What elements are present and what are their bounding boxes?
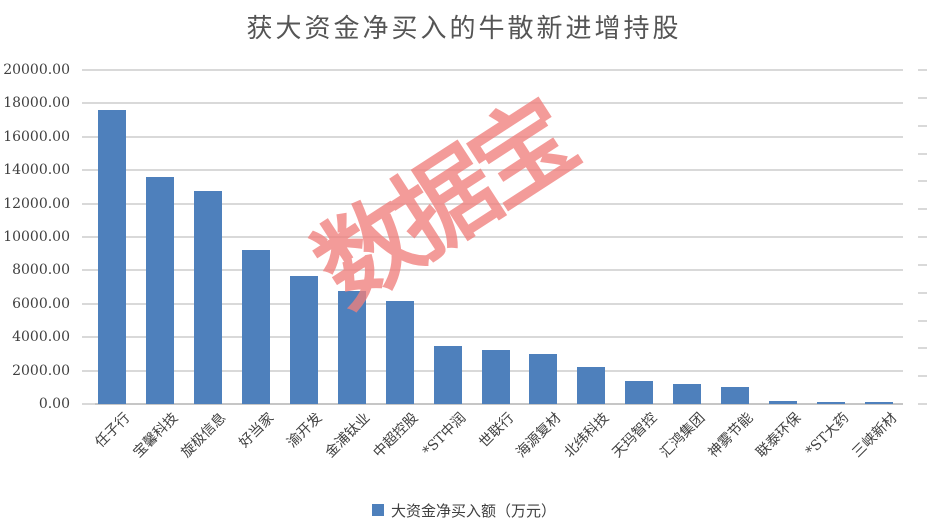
y-axis-tick-mark xyxy=(82,269,95,271)
y-axis-tick-mark xyxy=(82,403,95,405)
x-tick-label: 天玛智控 xyxy=(609,410,661,461)
x-tick-label: 任子行 xyxy=(92,410,134,452)
bar xyxy=(290,276,318,404)
x-tick-label: *ST大药 xyxy=(802,410,853,460)
bar xyxy=(625,381,653,404)
legend: 大资金净买入额（万元） xyxy=(0,500,928,520)
x-tick-label: *ST中润 xyxy=(419,410,469,460)
x-axis-line xyxy=(88,403,903,405)
y-tick-label: 6000.00 xyxy=(12,296,70,312)
y-tick-label: 8000.00 xyxy=(12,262,70,278)
y-tick-label: 14000.00 xyxy=(3,162,70,178)
gridline xyxy=(88,136,903,138)
bar xyxy=(721,387,749,404)
right-axis-tick-mark xyxy=(918,152,927,155)
right-axis-tick-mark xyxy=(918,263,927,266)
right-axis-tick-mark xyxy=(918,347,927,350)
x-tick-label: 渝开发 xyxy=(284,410,326,452)
right-axis-tick-mark xyxy=(918,69,927,71)
gridline xyxy=(88,269,903,271)
gridline xyxy=(88,303,903,305)
x-tick-label: 神雾节能 xyxy=(705,410,757,461)
y-axis-tick-mark xyxy=(82,102,95,104)
bar xyxy=(673,384,701,404)
right-axis-tick-mark xyxy=(918,96,927,99)
x-tick-label: 海源复材 xyxy=(513,410,565,461)
y-tick-label: 4000.00 xyxy=(12,329,70,345)
right-axis-tick-mark xyxy=(918,375,927,378)
x-tick-label: 联泰环保 xyxy=(753,410,805,461)
right-axis-tick-mark xyxy=(918,403,927,405)
y-tick-label: 16000.00 xyxy=(3,129,70,145)
y-tick-label: 18000.00 xyxy=(3,95,70,111)
gridline xyxy=(88,169,903,171)
y-axis-tick-mark xyxy=(82,69,95,71)
y-tick-label: 2000.00 xyxy=(12,363,70,379)
y-axis-tick-mark xyxy=(82,169,95,171)
gridline xyxy=(88,336,903,338)
gridline xyxy=(88,69,903,71)
y-tick-label: 20000.00 xyxy=(3,62,70,78)
y-axis-tick-mark xyxy=(82,203,95,205)
x-tick-label: 中超控股 xyxy=(370,410,421,461)
legend-swatch-icon xyxy=(371,504,384,516)
right-axis-tick-mark xyxy=(918,291,927,294)
x-tick-label: 世联行 xyxy=(475,410,517,452)
bar xyxy=(146,177,174,404)
y-axis-tick-mark xyxy=(82,136,95,138)
y-axis-tick-mark xyxy=(82,370,95,372)
y-tick-label: 10000.00 xyxy=(3,229,70,245)
gridline xyxy=(88,102,903,104)
bar xyxy=(482,350,510,404)
bar xyxy=(817,402,845,404)
gridline xyxy=(88,236,903,238)
bar xyxy=(242,250,270,404)
x-tick-label: 旋极信息 xyxy=(178,410,230,461)
y-axis-tick-mark xyxy=(82,336,95,338)
x-tick-label: 好当家 xyxy=(236,410,278,452)
chart-title: 获大资金净买入的牛散新进增持股 xyxy=(246,14,682,44)
bar xyxy=(194,191,222,404)
bar xyxy=(338,291,366,404)
y-tick-label: 12000.00 xyxy=(3,196,70,212)
y-axis-tick-mark xyxy=(82,236,95,238)
x-tick-label: 北纬科技 xyxy=(561,410,613,461)
right-axis-tick-mark xyxy=(918,319,927,322)
y-axis-tick-mark xyxy=(82,303,95,305)
y-tick-label: 0.00 xyxy=(38,396,70,412)
bar xyxy=(577,367,605,404)
plot-area xyxy=(88,69,903,405)
bar xyxy=(434,346,462,404)
bar xyxy=(386,301,414,404)
x-tick-label: 金浦钛业 xyxy=(322,410,373,461)
x-tick-label: 宝馨科技 xyxy=(130,410,182,461)
legend-label: 大资金净买入额（万元） xyxy=(390,501,556,520)
bar xyxy=(529,354,557,404)
bar xyxy=(769,401,797,404)
right-axis-tick-mark xyxy=(918,124,927,127)
x-tick-label: 三峡新材 xyxy=(849,410,901,461)
bar xyxy=(98,110,126,404)
right-axis-tick-mark xyxy=(918,180,927,183)
bar xyxy=(865,402,893,404)
gridline xyxy=(88,203,903,205)
right-axis-tick-mark xyxy=(918,236,927,238)
x-tick-label: 汇鸿集团 xyxy=(657,410,709,461)
right-axis-tick-mark xyxy=(918,208,927,211)
